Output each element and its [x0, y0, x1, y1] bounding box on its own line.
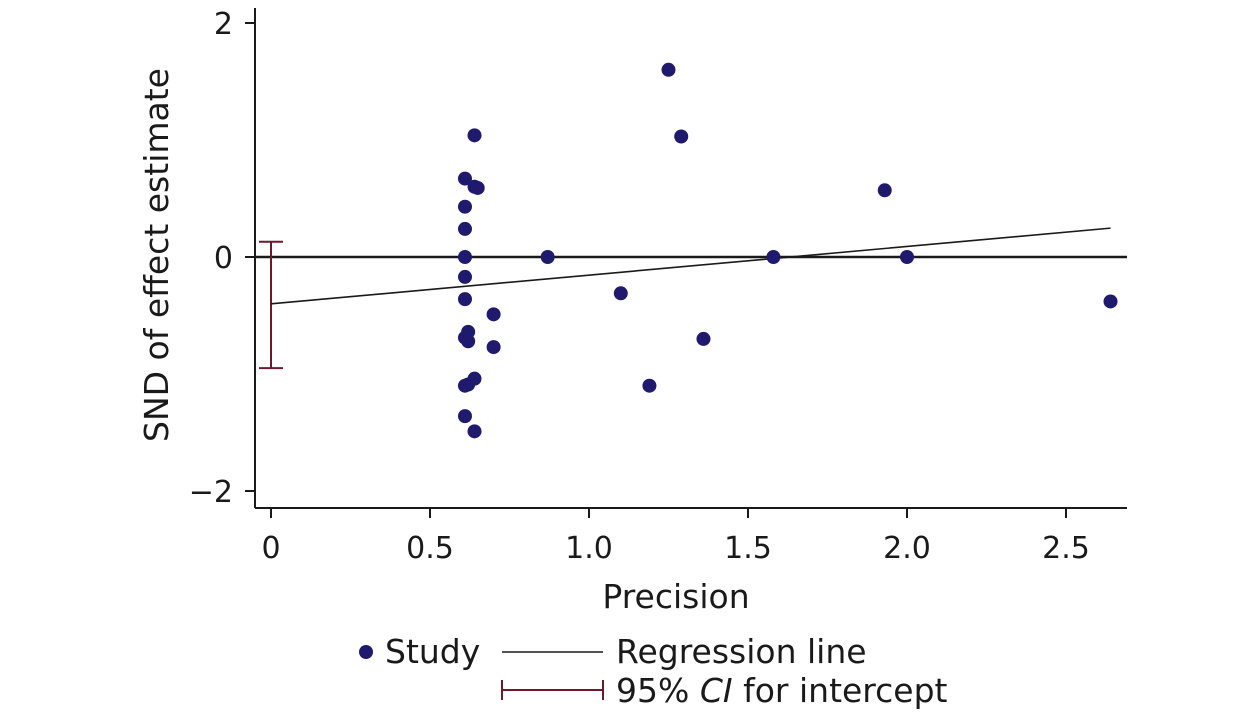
- x-tick-label: 0.5: [406, 531, 454, 566]
- study-point: [457, 292, 472, 307]
- legend-study-marker: [359, 645, 373, 659]
- study-point: [457, 221, 472, 236]
- study-point: [467, 128, 482, 143]
- study-point: [457, 269, 472, 284]
- legend-ci-suffix: for intercept: [733, 671, 948, 710]
- study-point: [696, 331, 711, 346]
- y-tick-label: 2: [214, 7, 233, 42]
- study-point: [457, 199, 472, 214]
- legend: Study Regression line 95% CI for interce…: [359, 632, 948, 710]
- study-point: [486, 307, 501, 322]
- study-point: [674, 129, 689, 144]
- study-point: [457, 250, 472, 264]
- x-axis-title: Precision: [602, 577, 749, 616]
- ticks: 2 0 −2 0 0.5 1.0 1.5 2.0 2.5: [189, 7, 1090, 566]
- study-point: [540, 250, 555, 264]
- study-point: [642, 378, 657, 393]
- legend-ci-marker: [501, 680, 604, 700]
- study-points: [457, 62, 1118, 439]
- x-tick-label: 1.5: [724, 531, 772, 566]
- study-point: [877, 183, 892, 198]
- x-tick-label: 0: [261, 531, 280, 566]
- y-tick-label: −2: [189, 475, 233, 510]
- study-point: [1103, 294, 1118, 309]
- x-tick-label: 1.0: [565, 531, 613, 566]
- study-point: [470, 180, 485, 195]
- study-point: [457, 409, 472, 424]
- study-point: [661, 62, 676, 77]
- legend-study-label: Study: [385, 632, 480, 671]
- regression-line: [270, 227, 1111, 305]
- study-point: [457, 171, 472, 186]
- study-point: [900, 250, 914, 264]
- study-point: [613, 286, 628, 301]
- legend-ci-prefix: 95%: [616, 671, 700, 710]
- x-tick-label: 2.0: [883, 531, 931, 566]
- legend-regression-label: Regression line: [616, 632, 867, 671]
- legend-ci-italic: CI: [700, 671, 733, 710]
- study-point: [467, 371, 482, 386]
- y-tick-label: 0: [214, 241, 233, 276]
- regression-layer: [270, 227, 1111, 305]
- study-point: [486, 340, 501, 355]
- y-axis-title: SND of effect estimate: [137, 68, 176, 442]
- intercept-ci: [259, 240, 283, 370]
- study-point: [766, 250, 781, 264]
- x-tick-label: 2.5: [1042, 531, 1090, 566]
- study-point: [461, 334, 476, 349]
- study-point: [467, 424, 482, 439]
- legend-ci-label: 95% CI for intercept: [616, 671, 948, 710]
